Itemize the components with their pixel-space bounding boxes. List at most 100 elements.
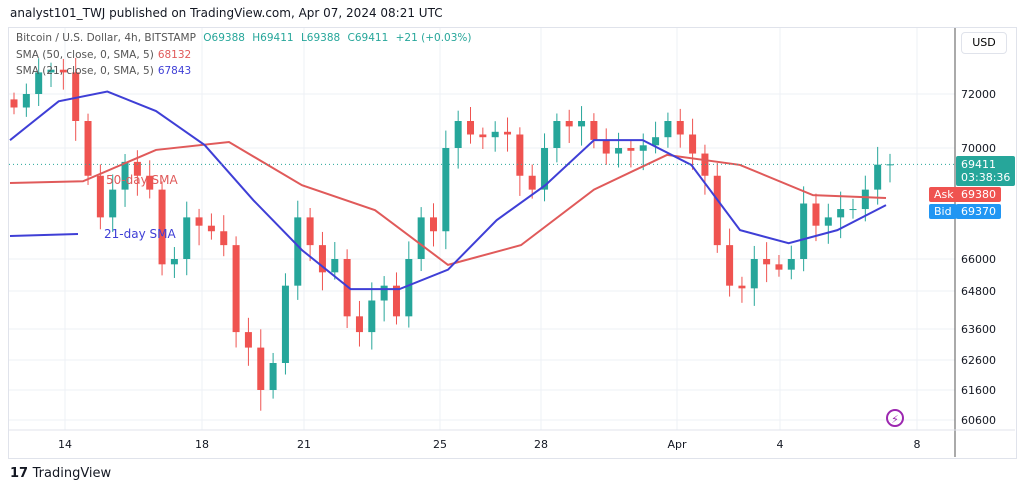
candle-body (627, 148, 635, 151)
candle-body (331, 259, 339, 273)
candle-body (516, 134, 524, 176)
candle-body (417, 217, 425, 259)
candle-body (306, 217, 314, 246)
y-tick-label: 63600 (961, 323, 996, 336)
publish-info: analyst101_TWJ published on TradingView.… (10, 6, 443, 20)
candle-body (738, 285, 746, 289)
x-tick-label: 25 (433, 438, 447, 451)
candle-body (652, 137, 660, 146)
x-tick-label: 21 (297, 438, 311, 451)
y-tick-label: 60600 (961, 414, 996, 427)
candle-body (837, 209, 845, 218)
candle-body (158, 189, 166, 265)
chart-frame[interactable] (8, 27, 1017, 459)
candle-body (713, 175, 721, 246)
high-value: H69411 (252, 32, 294, 44)
candle-body (750, 259, 758, 289)
candle-body (602, 139, 610, 154)
legend-symbol: Bitcoin / U.S. Dollar, 4h, BITSTAMP O693… (16, 32, 471, 44)
sma21-annotation-line (9, 233, 79, 237)
sma21-label: SMA (21, close, 0, SMA, 5) (16, 65, 154, 77)
candle-body (639, 145, 647, 151)
candle-body (47, 69, 55, 73)
close-value: C69411 (347, 32, 389, 44)
lightning-icon[interactable]: ⚡ (886, 409, 904, 427)
y-tick-label: 70000 (961, 142, 996, 155)
candle-body (787, 259, 795, 270)
candle-body (553, 121, 561, 148)
candle-body (269, 363, 277, 390)
candle-body (565, 121, 573, 127)
y-tick-label: 66000 (961, 253, 996, 266)
open-value: O69388 (203, 32, 245, 44)
y-tick-label: 62600 (961, 354, 996, 367)
candle-body (861, 189, 869, 210)
y-tick-label: 72000 (961, 88, 996, 101)
candle-body (121, 161, 129, 190)
candle-body (232, 245, 240, 333)
candle-body (294, 217, 302, 286)
y-tick-label: 64800 (961, 285, 996, 298)
tradingview-logo: 17 TradingView (10, 466, 111, 481)
candle-body (491, 131, 499, 138)
sma21-line (9, 90, 887, 291)
symbol-name: Bitcoin / U.S. Dollar, 4h, BITSTAMP (16, 32, 196, 44)
candle-body (467, 121, 475, 135)
candle-body (133, 161, 141, 176)
x-tick-label: 28 (534, 438, 548, 451)
legend-sma21[interactable]: SMA (21, close, 0, SMA, 5) 67843 (16, 65, 191, 77)
ask-label: Ask (929, 187, 959, 202)
sma50-line (9, 141, 887, 266)
candle-body (824, 217, 832, 226)
candle-body (429, 217, 437, 232)
candle-body (96, 175, 104, 218)
logo-text: TradingView (32, 466, 112, 481)
candle-body (479, 134, 487, 138)
candle-body (146, 175, 154, 190)
candle-body (35, 72, 43, 94)
candle-body (849, 209, 857, 211)
candle-body (170, 259, 178, 265)
annotation-sma21: 21-day SMA (104, 227, 176, 241)
candle-body (578, 121, 586, 127)
candle-body (590, 121, 598, 140)
candle-body (343, 259, 351, 317)
candle-body (405, 259, 413, 317)
candle-body (257, 347, 265, 390)
candle-body (615, 148, 623, 154)
candle-body (183, 217, 191, 259)
candle-body (689, 134, 697, 154)
currency-button[interactable]: USD (961, 32, 1007, 54)
candle-body (454, 121, 462, 148)
x-tick-label: 14 (58, 438, 72, 451)
x-tick-label: 4 (777, 438, 784, 451)
candle-body (763, 259, 771, 265)
candle-body (874, 164, 882, 190)
sma50-value: 68132 (157, 49, 192, 61)
change-value: +21 (+0.03%) (395, 32, 472, 44)
logo-icon: 17 (10, 466, 29, 481)
candle-body (504, 131, 512, 135)
candle-body (220, 231, 228, 246)
candle-body (528, 175, 536, 190)
candle-body (22, 94, 30, 108)
low-value: L69388 (300, 32, 341, 44)
candle-body (726, 245, 734, 286)
sma21-value: 67843 (157, 65, 192, 77)
annotation-sma50: 50-day SMA (106, 173, 178, 187)
bid-price: 69370 (956, 204, 1001, 219)
candle-body (244, 332, 252, 348)
candle-body (664, 121, 672, 138)
candle-body (380, 285, 388, 301)
candle-body (318, 245, 326, 273)
candle-body (72, 72, 80, 121)
sma50-label: SMA (50, close, 0, SMA, 5) (16, 49, 154, 61)
candle-body (775, 264, 783, 270)
bid-label: Bid (929, 204, 957, 219)
candle-body (701, 153, 709, 176)
ask-price: 69380 (956, 187, 1001, 202)
legend-sma50[interactable]: SMA (50, close, 0, SMA, 5) 68132 (16, 49, 191, 61)
last-price-tag: 69411 03:38:36 (956, 156, 1016, 186)
candle-body (442, 148, 450, 232)
